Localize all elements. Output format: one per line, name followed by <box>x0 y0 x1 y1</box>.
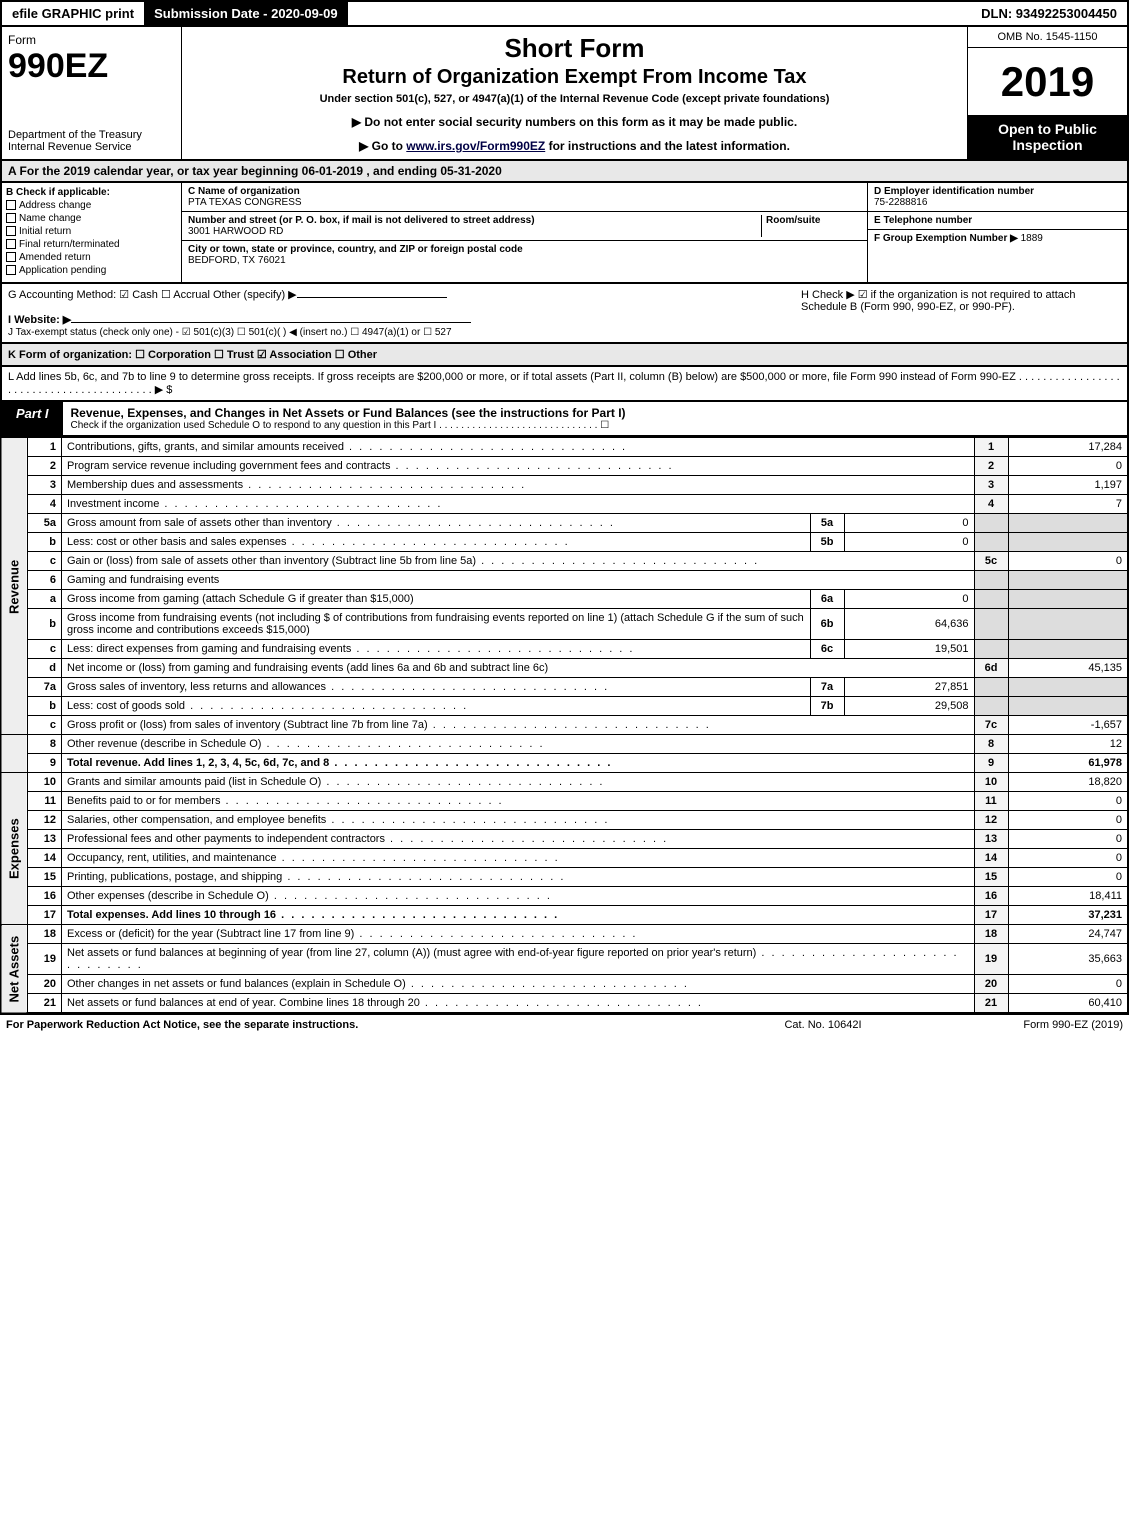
side-revenue: Revenue <box>1 438 28 735</box>
row-l: L Add lines 5b, 6c, and 7b to line 9 to … <box>0 367 1129 402</box>
cb-address-change[interactable]: Address change <box>6 200 177 211</box>
form-header: Form 990EZ Department of the Treasury In… <box>0 27 1129 161</box>
section-def: D Employer identification number 75-2288… <box>867 183 1127 282</box>
top-bar: efile GRAPHIC print Submission Date - 20… <box>0 0 1129 27</box>
table-row: cGain or (loss) from sale of assets othe… <box>1 552 1128 571</box>
cb-amended-return[interactable]: Amended return <box>6 252 177 263</box>
table-row: bLess: cost of goods sold7b29,508 <box>1 697 1128 716</box>
g-blank <box>297 297 447 298</box>
part-i-header: Part I Revenue, Expenses, and Changes in… <box>0 402 1129 437</box>
f-group-label: F Group Exemption Number ▶ <box>874 233 1018 244</box>
dept-treasury: Department of the Treasury <box>8 129 142 141</box>
c-city-value: BEDFORD, TX 76021 <box>188 255 861 266</box>
table-row: 2Program service revenue including gover… <box>1 457 1128 476</box>
table-row: dNet income or (loss) from gaming and fu… <box>1 659 1128 678</box>
subtitle-section: Under section 501(c), 527, or 4947(a)(1)… <box>190 93 959 105</box>
table-row: 21Net assets or fund balances at end of … <box>1 994 1128 1014</box>
open-to-public: Open to Public Inspection <box>968 115 1127 159</box>
instr-goto: ▶ Go to www.irs.gov/Form990EZ for instru… <box>190 139 959 153</box>
title-short-form: Short Form <box>190 33 959 64</box>
i-website-label: I Website: ▶ <box>8 314 71 326</box>
h-schedule-b: H Check ▶ ☑ if the organization is not r… <box>801 288 1121 338</box>
instr-goto-prefix: ▶ Go to <box>359 139 406 153</box>
table-row: 20Other changes in net assets or fund ba… <box>1 975 1128 994</box>
table-row: bGross income from fundraising events (n… <box>1 609 1128 640</box>
side-netassets: Net Assets <box>1 925 28 1014</box>
c-city-label: City or town, state or province, country… <box>188 244 523 255</box>
c-room-label: Room/suite <box>766 215 820 226</box>
table-row: Revenue 1Contributions, gifts, grants, a… <box>1 438 1128 457</box>
i-website-blank <box>71 322 471 323</box>
part-i-tag: Part I <box>2 402 63 435</box>
row-k: K Form of organization: ☐ Corporation ☐ … <box>0 344 1129 367</box>
table-row: 14Occupancy, rent, utilities, and mainte… <box>1 849 1128 868</box>
tax-year: 2019 <box>968 48 1127 115</box>
submission-date: Submission Date - 2020-09-09 <box>144 2 348 25</box>
g-accounting: G Accounting Method: ☑ Cash ☐ Accrual Ot… <box>8 289 297 301</box>
page-footer: For Paperwork Reduction Act Notice, see … <box>0 1014 1129 1035</box>
c-name-value: PTA TEXAS CONGRESS <box>188 197 861 208</box>
row-gh: G Accounting Method: ☑ Cash ☐ Accrual Ot… <box>0 284 1129 344</box>
table-row: 4Investment income47 <box>1 495 1128 514</box>
c-name-label: C Name of organization <box>188 186 300 197</box>
table-row: 3Membership dues and assessments31,197 <box>1 476 1128 495</box>
table-row: 6Gaming and fundraising events <box>1 571 1128 590</box>
table-row: 13Professional fees and other payments t… <box>1 830 1128 849</box>
d-ein-label: D Employer identification number <box>874 186 1034 197</box>
footer-paperwork: For Paperwork Reduction Act Notice, see … <box>6 1019 723 1031</box>
form-label: Form <box>8 33 36 47</box>
meta-block: B Check if applicable: Address change Na… <box>0 183 1129 284</box>
table-row: cLess: direct expenses from gaming and f… <box>1 640 1128 659</box>
omb-number: OMB No. 1545-1150 <box>968 27 1127 48</box>
table-row: 15Printing, publications, postage, and s… <box>1 868 1128 887</box>
table-row: 17Total expenses. Add lines 10 through 1… <box>1 906 1128 925</box>
instr-no-ssn: ▶ Do not enter social security numbers o… <box>190 115 959 129</box>
title-return: Return of Organization Exempt From Incom… <box>190 66 959 89</box>
table-row: 8Other revenue (describe in Schedule O)8… <box>1 735 1128 754</box>
e-tel-label: E Telephone number <box>874 215 972 226</box>
dln-label: DLN: 93492253004450 <box>971 2 1127 25</box>
table-row: bLess: cost or other basis and sales exp… <box>1 533 1128 552</box>
table-row: 5aGross amount from sale of assets other… <box>1 514 1128 533</box>
table-row: Net Assets 18Excess or (deficit) for the… <box>1 925 1128 944</box>
section-b-label: B Check if applicable: <box>6 187 110 198</box>
table-row: 12Salaries, other compensation, and empl… <box>1 811 1128 830</box>
irs-link[interactable]: www.irs.gov/Form990EZ <box>406 139 545 153</box>
footer-formno: Form 990-EZ (2019) <box>923 1019 1123 1031</box>
table-row: 7aGross sales of inventory, less returns… <box>1 678 1128 697</box>
cb-initial-return[interactable]: Initial return <box>6 226 177 237</box>
side-expenses: Expenses <box>1 773 28 925</box>
section-b: B Check if applicable: Address change Na… <box>2 183 182 282</box>
cb-name-change[interactable]: Name change <box>6 213 177 224</box>
c-addr-value: 3001 HARWOOD RD <box>188 226 761 237</box>
table-row: cGross profit or (loss) from sales of in… <box>1 716 1128 735</box>
c-addr-label: Number and street (or P. O. box, if mail… <box>188 215 535 226</box>
ledger-table: Revenue 1Contributions, gifts, grants, a… <box>0 437 1129 1014</box>
form-header-center: Short Form Return of Organization Exempt… <box>182 27 967 159</box>
irs-label: Internal Revenue Service <box>8 141 132 153</box>
part-i-sub: Check if the organization used Schedule … <box>71 420 1119 431</box>
cb-final-return[interactable]: Final return/terminated <box>6 239 177 250</box>
d-ein-value: 75-2288816 <box>874 197 927 208</box>
form-header-right: OMB No. 1545-1150 2019 Open to Public In… <box>967 27 1127 159</box>
table-row: 9Total revenue. Add lines 1, 2, 3, 4, 5c… <box>1 754 1128 773</box>
table-row: aGross income from gaming (attach Schedu… <box>1 590 1128 609</box>
part-i-title: Revenue, Expenses, and Changes in Net As… <box>63 402 1127 435</box>
footer-catno: Cat. No. 10642I <box>723 1019 923 1031</box>
cb-application-pending[interactable]: Application pending <box>6 265 177 276</box>
table-row: 19Net assets or fund balances at beginni… <box>1 944 1128 975</box>
f-group-value: 1889 <box>1021 233 1043 244</box>
section-c: C Name of organization PTA TEXAS CONGRES… <box>182 183 867 282</box>
instr-goto-suffix: for instructions and the latest informat… <box>549 139 790 153</box>
table-row: 11Benefits paid to or for members110 <box>1 792 1128 811</box>
efile-label: efile GRAPHIC print <box>2 2 144 25</box>
j-tax-exempt: J Tax-exempt status (check only one) - ☑… <box>8 327 452 338</box>
form-number: 990EZ <box>8 47 108 85</box>
table-row: Expenses 10Grants and similar amounts pa… <box>1 773 1128 792</box>
row-a-tax-year: A For the 2019 calendar year, or tax yea… <box>0 161 1129 183</box>
form-header-left: Form 990EZ Department of the Treasury In… <box>2 27 182 159</box>
table-row: 16Other expenses (describe in Schedule O… <box>1 887 1128 906</box>
